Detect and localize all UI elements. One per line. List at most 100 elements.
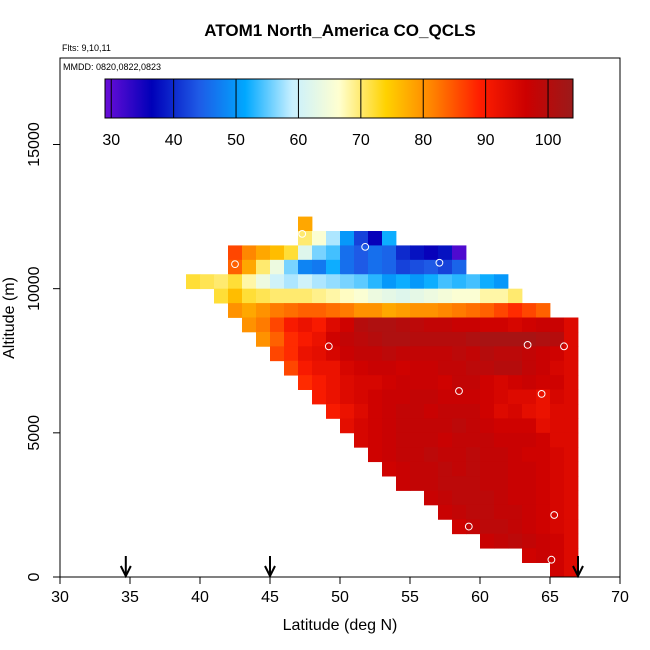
heatmap-cell xyxy=(312,317,327,333)
flight-arrows xyxy=(119,556,584,579)
x-axis: 30 35 40 45 50 55 60 65 70 xyxy=(51,577,629,606)
heatmap-cell xyxy=(494,533,509,549)
heatmap-cell xyxy=(270,245,285,261)
heatmap-cell xyxy=(424,303,439,318)
heatmap-cell xyxy=(480,303,495,318)
heatmap-cell xyxy=(396,274,411,290)
heatmap-cell xyxy=(256,259,271,275)
heatmap-cell xyxy=(564,461,579,477)
heatmap-cell xyxy=(466,432,481,448)
heatmap-cell xyxy=(354,331,369,347)
heatmap-cell xyxy=(452,404,467,419)
heatmap-cell xyxy=(424,375,439,390)
heatmap-cell xyxy=(550,447,565,463)
heatmap-cell xyxy=(494,476,509,491)
heatmap-cell xyxy=(410,389,425,405)
heatmap-cell xyxy=(494,303,509,318)
heatmap-cell xyxy=(340,259,355,275)
heatmap-cell xyxy=(452,490,467,506)
heatmap-cell xyxy=(354,245,369,261)
sample-marker xyxy=(560,342,568,351)
heatmap-cell xyxy=(228,274,243,290)
heatmap-cell xyxy=(508,346,523,362)
heatmap-cell xyxy=(466,389,481,405)
heatmap-cell xyxy=(508,288,523,304)
heatmap-cell xyxy=(550,389,565,405)
heatmap-cell xyxy=(284,346,299,362)
heatmap-cell xyxy=(508,317,523,333)
heatmap-cell xyxy=(326,360,341,376)
heatmap-cell xyxy=(564,317,579,333)
heatmap-cell xyxy=(284,288,299,304)
heatmap-cell xyxy=(270,288,285,304)
heatmap-cell xyxy=(480,476,495,491)
heatmap-cell xyxy=(298,259,313,275)
heatmap-cell xyxy=(368,259,383,275)
heatmap-cell xyxy=(284,259,299,275)
heatmap-cell xyxy=(368,303,383,318)
heatmap-cell xyxy=(466,476,481,491)
heatmap-cell xyxy=(368,331,383,347)
heatmap-cell xyxy=(522,346,537,362)
heatmap-cell xyxy=(424,432,439,448)
heatmap-cell xyxy=(326,317,341,333)
heatmap-cell xyxy=(452,389,467,405)
heatmap-cell xyxy=(424,476,439,491)
heatmap-cell xyxy=(326,389,341,405)
colorbar-ticks: 30 40 50 60 70 80 90 100 xyxy=(102,79,561,149)
heatmap-cell xyxy=(438,476,453,491)
heatmap-cell xyxy=(452,288,467,304)
heatmap-cell xyxy=(536,317,551,333)
heatmap-cell xyxy=(354,389,369,405)
heatmap-cell xyxy=(396,317,411,333)
heatmap-cell xyxy=(298,317,313,333)
heatmap-cell xyxy=(564,432,579,448)
heatmap-cell xyxy=(312,245,327,261)
sample-marker xyxy=(435,258,444,267)
heatmap-cell xyxy=(550,504,565,520)
colorbar-tick-label: 30 xyxy=(102,132,120,149)
heatmap-cell xyxy=(368,404,383,419)
heatmap-cell xyxy=(312,375,327,390)
heatmap-cell xyxy=(494,432,509,448)
heatmap-cell xyxy=(564,331,579,347)
heatmap-cell xyxy=(438,447,453,463)
heatmap-cell xyxy=(298,216,313,232)
heatmap-cell xyxy=(410,476,425,491)
heatmap-cell xyxy=(480,389,495,405)
heatmap-cell xyxy=(508,432,523,448)
heatmap-cell xyxy=(494,331,509,347)
heatmap-cell xyxy=(466,288,481,304)
heatmap-cell xyxy=(452,504,467,520)
heatmap-cell xyxy=(242,274,257,290)
heatmap-cell xyxy=(522,418,537,434)
heatmap-cell xyxy=(438,504,453,520)
heatmap-cell xyxy=(256,245,271,261)
heatmap-cell xyxy=(438,317,453,333)
heatmap-cell xyxy=(270,303,285,318)
heatmap-cell xyxy=(550,404,565,419)
heatmap-cell xyxy=(410,447,425,463)
x-tick-label: 60 xyxy=(471,589,489,606)
heatmap-cell xyxy=(270,346,285,362)
heatmap-cell xyxy=(550,418,565,434)
heatmap-cell xyxy=(536,461,551,477)
sample-marker xyxy=(361,242,370,251)
heatmap-cell xyxy=(368,274,383,290)
heatmap-cell xyxy=(438,288,453,304)
heatmap-cell xyxy=(466,490,481,506)
heatmap-cell xyxy=(242,317,257,333)
heatmap-cell xyxy=(340,346,355,362)
heatmap-cell xyxy=(424,461,439,477)
heatmap-cell xyxy=(480,418,495,434)
heatmap-cell xyxy=(382,360,397,376)
heatmap-cell xyxy=(424,259,439,275)
heatmap-cell xyxy=(494,418,509,434)
heatmap-cell xyxy=(396,447,411,463)
heatmap-cell xyxy=(340,404,355,419)
heatmap-cell xyxy=(326,245,341,261)
heatmap-cell xyxy=(396,404,411,419)
heatmap-cell xyxy=(298,288,313,304)
heatmap-cell xyxy=(466,317,481,333)
